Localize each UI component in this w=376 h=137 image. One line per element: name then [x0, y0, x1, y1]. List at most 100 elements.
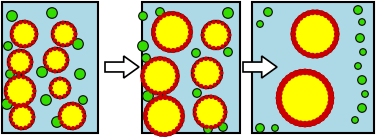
Circle shape	[204, 42, 207, 45]
Circle shape	[295, 14, 335, 54]
Circle shape	[200, 58, 203, 62]
Circle shape	[142, 54, 150, 62]
Circle shape	[24, 105, 27, 108]
Circle shape	[79, 96, 87, 104]
Circle shape	[45, 65, 49, 68]
Circle shape	[209, 85, 212, 88]
Circle shape	[306, 11, 311, 15]
Circle shape	[156, 8, 164, 16]
Circle shape	[328, 91, 334, 96]
Circle shape	[49, 68, 52, 71]
Circle shape	[26, 52, 29, 55]
Circle shape	[360, 20, 364, 24]
Circle shape	[194, 90, 200, 96]
Circle shape	[61, 44, 64, 47]
Circle shape	[363, 92, 367, 96]
Circle shape	[66, 58, 69, 62]
Circle shape	[54, 95, 57, 98]
Circle shape	[202, 21, 230, 49]
Circle shape	[73, 39, 83, 49]
Circle shape	[193, 50, 199, 56]
Circle shape	[19, 44, 22, 47]
Circle shape	[147, 103, 151, 107]
Circle shape	[357, 35, 363, 41]
Circle shape	[213, 83, 216, 86]
Circle shape	[154, 57, 157, 61]
Circle shape	[29, 65, 32, 68]
Circle shape	[355, 63, 361, 69]
Circle shape	[59, 96, 62, 99]
Circle shape	[173, 65, 177, 69]
Circle shape	[257, 21, 263, 27]
Circle shape	[335, 32, 339, 36]
Circle shape	[32, 41, 35, 44]
Circle shape	[7, 71, 13, 77]
Circle shape	[152, 28, 156, 32]
Circle shape	[307, 70, 312, 75]
Circle shape	[204, 23, 228, 47]
Circle shape	[57, 23, 60, 26]
Circle shape	[355, 7, 361, 13]
Circle shape	[327, 48, 332, 52]
Circle shape	[52, 80, 68, 96]
Circle shape	[5, 92, 8, 95]
Circle shape	[144, 116, 147, 120]
Circle shape	[334, 27, 338, 32]
Circle shape	[22, 103, 25, 106]
Circle shape	[155, 19, 159, 23]
Circle shape	[3, 100, 11, 108]
Circle shape	[213, 60, 216, 63]
Circle shape	[50, 82, 53, 85]
Circle shape	[65, 54, 68, 57]
Circle shape	[19, 21, 22, 24]
Circle shape	[163, 91, 166, 95]
Circle shape	[66, 43, 69, 46]
Circle shape	[6, 96, 9, 99]
Circle shape	[220, 72, 223, 75]
Circle shape	[257, 125, 263, 131]
Circle shape	[327, 86, 332, 92]
Circle shape	[138, 41, 148, 51]
Circle shape	[53, 118, 61, 126]
Circle shape	[49, 86, 52, 89]
Circle shape	[180, 46, 184, 49]
Circle shape	[72, 127, 74, 130]
Circle shape	[311, 120, 317, 125]
Circle shape	[26, 69, 29, 72]
Circle shape	[141, 70, 145, 73]
Circle shape	[193, 113, 196, 116]
Circle shape	[201, 34, 204, 36]
Circle shape	[150, 59, 153, 63]
Circle shape	[24, 45, 27, 48]
Circle shape	[225, 49, 231, 55]
Circle shape	[361, 50, 365, 54]
Circle shape	[291, 27, 296, 32]
Circle shape	[322, 79, 327, 84]
Circle shape	[53, 47, 56, 50]
Circle shape	[28, 43, 31, 46]
Circle shape	[8, 12, 16, 20]
Circle shape	[143, 55, 149, 61]
Circle shape	[15, 106, 18, 109]
Circle shape	[70, 24, 73, 27]
Circle shape	[295, 19, 300, 23]
Circle shape	[158, 16, 162, 20]
Circle shape	[168, 132, 171, 135]
Circle shape	[12, 26, 15, 29]
Circle shape	[70, 41, 73, 44]
Circle shape	[191, 74, 194, 77]
Circle shape	[68, 86, 71, 89]
Circle shape	[289, 73, 294, 78]
Circle shape	[204, 125, 212, 133]
Circle shape	[196, 61, 199, 64]
Circle shape	[157, 9, 163, 15]
Circle shape	[61, 21, 64, 24]
Circle shape	[67, 91, 70, 94]
Circle shape	[209, 95, 213, 98]
Circle shape	[5, 87, 8, 90]
Circle shape	[277, 91, 282, 96]
Circle shape	[196, 82, 199, 85]
Circle shape	[193, 108, 196, 111]
Circle shape	[204, 57, 207, 60]
Circle shape	[278, 86, 283, 92]
